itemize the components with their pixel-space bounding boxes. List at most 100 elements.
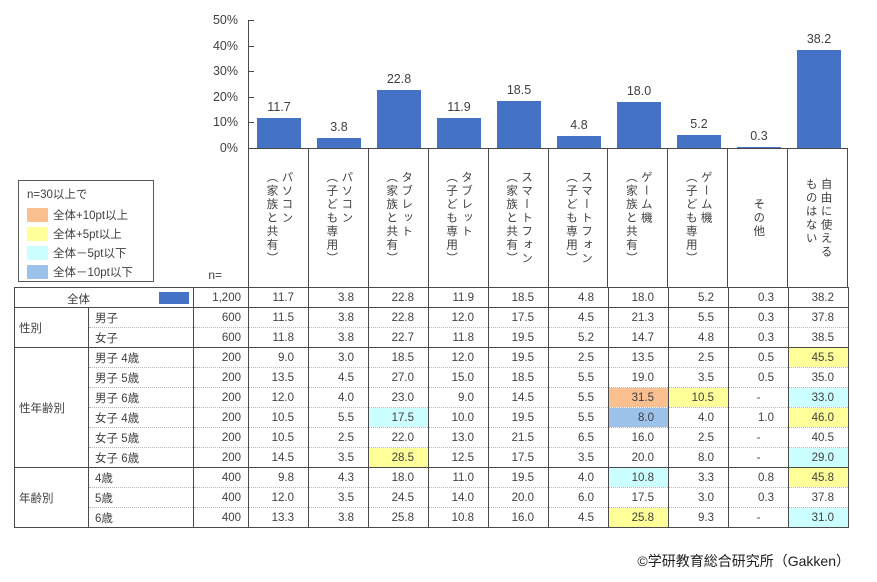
legend-item-label: 全体－10pt以下 xyxy=(53,266,133,279)
category-label: スマートフォン （子ども専用） xyxy=(564,170,592,266)
y-tick-label: 20% xyxy=(212,89,238,104)
value-cell: 3.0 xyxy=(308,347,369,368)
value-cell: 0.3 xyxy=(728,287,789,308)
n-cell: 600 xyxy=(193,307,249,328)
value-cell: 3.8 xyxy=(308,327,369,348)
category-box: その他 xyxy=(728,149,789,287)
value-cell: 9.3 xyxy=(668,507,729,528)
value-cell: 22.7 xyxy=(368,327,429,348)
n-cell: 200 xyxy=(193,387,249,408)
bar xyxy=(497,100,541,148)
value-cell: 3.5 xyxy=(308,447,369,468)
category-box: スマートフォン （家族と共有） xyxy=(489,149,549,287)
table-row: 6歳 400 13.3 3.8 25.8 10.8 16.0 4.5 25.8 9.3-31.0 xyxy=(15,507,849,528)
value-cell: 14.5 xyxy=(488,387,549,408)
total-row: 全体 1,200 11.7 3.8 22.8 11.9 18.5 4.8 18.0 5.2 0.3 3… xyxy=(14,287,849,308)
n-cell: 200 xyxy=(193,367,249,388)
bar xyxy=(677,134,721,148)
bar-value-label: 3.8 xyxy=(330,120,348,135)
row-label-cell: 男子 5歳 xyxy=(88,367,194,388)
bar-value-label: 11.7 xyxy=(267,100,291,115)
value-cell: 13.5 xyxy=(248,367,309,388)
value-cell: 45.5 xyxy=(788,347,849,368)
value-cell: 18.5 xyxy=(368,347,429,368)
row-label-cell: 女子 5歳 xyxy=(88,427,194,448)
legend-items: 全体+10pt以上 全体+5pt以上 全体－5pt以下 全体－10pt以下 xyxy=(27,205,153,281)
y-axis-tick xyxy=(249,71,254,73)
value-cell: 17.5 xyxy=(488,307,549,328)
category-box: スマートフォン （子ども専用） xyxy=(549,149,609,287)
value-cell: 10.8 xyxy=(608,467,669,488)
row-label-cell: 女子 4歳 xyxy=(88,407,194,428)
legend-item-label: 全体+10pt以上 xyxy=(53,209,129,222)
y-tick-label: 40% xyxy=(212,38,238,53)
value-cell: 14.0 xyxy=(428,487,489,508)
row-label-total: 全体 xyxy=(14,287,194,308)
bar xyxy=(797,50,841,148)
value-cell: 5.2 xyxy=(548,327,609,348)
value-cell: 10.5 xyxy=(248,407,309,428)
row-label-cell: 6歳 xyxy=(88,507,194,528)
legend-swatch xyxy=(27,226,48,241)
bar-value-label: 4.8 xyxy=(570,117,588,132)
value-cell: 4.0 xyxy=(668,407,729,428)
legend-item: 全体+5pt以上 xyxy=(27,224,153,243)
value-cell: 3.5 xyxy=(548,447,609,468)
legend-swatch xyxy=(27,245,48,260)
category-box: パソコン （子ども専用） xyxy=(309,149,369,287)
value-cell: 9.0 xyxy=(248,347,309,368)
table-row: 性別 男子 600 11.5 3.8 22.8 12.0 17.5 4.5 21.3 5.5 0.3 3… xyxy=(14,307,849,348)
bar-value-label: 18.5 xyxy=(506,82,532,97)
value-cell: 4.5 xyxy=(548,507,609,528)
group-label-cell: 性別 xyxy=(14,307,89,348)
value-cell: 3.8 xyxy=(308,507,369,528)
value-cell: 19.5 xyxy=(488,407,549,428)
category-box: パソコン （家族と共有） xyxy=(249,149,309,287)
legend-item: 全体+10pt以上 xyxy=(27,205,153,224)
value-cell: 8.0 xyxy=(668,447,729,468)
value-cell: 0.8 xyxy=(728,467,789,488)
value-cell: 19.5 xyxy=(488,347,549,368)
value-cell: 18.0 xyxy=(368,467,429,488)
value-cell: 1.0 xyxy=(728,407,789,428)
n-cell: 1,200 xyxy=(193,287,249,308)
bar xyxy=(617,101,661,148)
value-cell: 6.0 xyxy=(548,487,609,508)
value-cell: 38.2 xyxy=(788,287,849,308)
value-cell: 14.7 xyxy=(608,327,669,348)
table-row: 女子 4歳 200 10.5 5.5 17.5 10.0 19.5 5.5 8.0 4.0 1.0 4… xyxy=(15,407,849,428)
value-cell: 3.3 xyxy=(668,467,729,488)
y-tick-label: 10% xyxy=(212,115,238,130)
bar-column: 11.9 xyxy=(429,20,489,148)
y-axis-tick xyxy=(249,45,254,47)
category-label: パソコン （家族と共有） xyxy=(265,170,293,266)
bar-value-label: 38.2 xyxy=(806,32,832,47)
value-cell: 11.8 xyxy=(428,327,489,348)
legend-title: n=30以上で xyxy=(27,189,88,201)
value-cell: - xyxy=(728,387,789,408)
n-cell: 200 xyxy=(193,407,249,428)
category-box: 自由に使える ものはない xyxy=(788,149,849,287)
bar xyxy=(437,117,481,148)
value-cell: 15.0 xyxy=(428,367,489,388)
value-cell: 0.3 xyxy=(728,487,789,508)
value-cell: 11.9 xyxy=(428,287,489,308)
value-cell: - xyxy=(728,427,789,448)
value-cell: 17.5 xyxy=(488,447,549,468)
value-cell: 3.8 xyxy=(308,287,369,308)
value-cell: 19.5 xyxy=(488,467,549,488)
row-label-cell: 男子 xyxy=(88,307,194,328)
value-cell: 22.8 xyxy=(368,287,429,308)
bar xyxy=(317,138,361,148)
table-row: 年齢別 4歳 400 9.8 4.3 18.0 11.0 19.5 4.0 10.8 3.3 0.8 4… xyxy=(14,467,849,528)
value-cell: 25.8 xyxy=(608,507,669,528)
y-axis-tick xyxy=(249,122,254,124)
value-cell: 4.0 xyxy=(308,387,369,408)
bar-column: 0.3 xyxy=(729,20,789,148)
category-box: ゲーム機 （家族と共有） xyxy=(608,149,669,287)
category-label: その他 xyxy=(752,197,765,239)
value-cell: 18.5 xyxy=(488,287,549,308)
category-label: パソコン （子ども専用） xyxy=(325,170,353,266)
value-cell: 4.5 xyxy=(548,307,609,328)
value-cell: 45.8 xyxy=(788,467,849,488)
